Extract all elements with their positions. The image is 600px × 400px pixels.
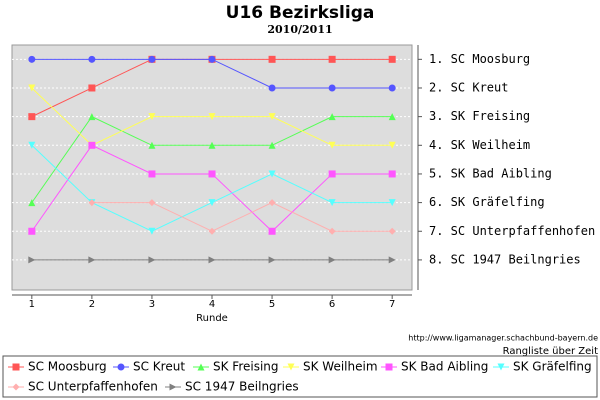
y-tick-label: 5. SK Bad Aibling [429, 166, 552, 180]
data-point [88, 199, 96, 207]
y-tick-label: 3. SK Freising [429, 109, 530, 123]
legend-label: SK Weilheim [303, 360, 378, 374]
data-point [148, 199, 156, 207]
data-point [88, 55, 96, 63]
data-point [28, 256, 36, 264]
data-point [388, 84, 396, 92]
data-point [388, 55, 396, 63]
legend-label: SC Kreut [133, 360, 185, 374]
legend-marker [287, 363, 295, 371]
data-point [328, 199, 336, 207]
y-tick-label: 2. SC Kreut [429, 80, 508, 94]
data-point [328, 170, 336, 178]
data-point [328, 141, 336, 149]
legend-label: SK Bad Aibling [401, 360, 488, 374]
data-point [268, 170, 276, 178]
data-point [328, 227, 336, 235]
data-point [88, 256, 96, 264]
legend-marker [169, 383, 177, 391]
data-point [148, 256, 156, 264]
legend-label: SC 1947 Beilngries [185, 380, 299, 394]
data-point [208, 199, 216, 207]
x-axis-label: Runde [196, 313, 228, 324]
data-point [208, 113, 216, 121]
data-point [208, 256, 216, 264]
x-tick-label: 5 [269, 299, 275, 310]
data-point [268, 141, 276, 149]
data-point [208, 141, 216, 149]
note: Rangliste über Zeit [503, 346, 598, 357]
data-point [28, 84, 36, 92]
source: http://www.ligamanager.schachbund-bayern… [408, 334, 598, 343]
series-line [91, 202, 393, 232]
chart-title: U16 Bezirksliga [226, 3, 375, 23]
data-point [28, 141, 36, 149]
data-point [388, 113, 396, 121]
data-point [388, 227, 396, 235]
data-point [388, 256, 396, 264]
data-point [28, 55, 36, 63]
data-point [148, 141, 156, 149]
data-point [208, 55, 216, 63]
data-point [388, 170, 396, 178]
legend-marker [12, 383, 20, 391]
data-point [268, 113, 276, 121]
y-tick-label: 1. SC Moosburg [429, 52, 530, 66]
data-point [208, 227, 216, 235]
data-point [88, 84, 96, 92]
data-point [88, 113, 96, 121]
data-point [148, 55, 156, 63]
legend-label: SC Unterpfaffenhofen [28, 380, 158, 394]
x-tick-label: 2 [89, 299, 95, 310]
data-point [328, 113, 336, 121]
legend-label: SK Freising [213, 360, 279, 374]
legend-label: SK Gräfelfing [513, 360, 592, 374]
data-point [388, 141, 396, 149]
legend-marker [117, 363, 125, 371]
data-point [28, 113, 36, 121]
data-point [388, 199, 396, 207]
data-point [268, 84, 276, 92]
legend-marker [497, 363, 505, 371]
data-point [28, 227, 36, 235]
y-tick-label: 8. SC 1947 Beilngries [429, 252, 581, 266]
data-point [328, 256, 336, 264]
legend-marker [385, 363, 393, 371]
x-tick-label: 4 [209, 299, 215, 310]
plot-area [11, 44, 413, 291]
data-point [268, 199, 276, 207]
data-point [328, 84, 336, 92]
x-tick-label: 1 [29, 299, 35, 310]
y-tick-label: 6. SK Gräfelfing [429, 195, 545, 209]
legend-marker [12, 363, 20, 371]
data-point [148, 113, 156, 121]
data-point [148, 227, 156, 235]
y-tick-label: 4. SK Weilheim [429, 138, 530, 152]
data-point [208, 170, 216, 178]
data-point [268, 227, 276, 235]
x-tick-label: 3 [149, 299, 155, 310]
data-point [328, 55, 336, 63]
legend-label: SC Moosburg [28, 360, 107, 374]
legend-marker [197, 363, 205, 371]
data-point [268, 55, 276, 63]
chart-subtitle: 2010/2011 [267, 23, 332, 36]
data-point [88, 141, 96, 149]
data-point [148, 170, 156, 178]
legend [2, 355, 598, 398]
y-tick-label: 7. SC Unterpfaffenhofen [429, 224, 595, 238]
data-point [28, 199, 36, 207]
x-tick-label: 6 [329, 299, 335, 310]
x-tick-label: 7 [389, 299, 395, 310]
data-point [268, 256, 276, 264]
